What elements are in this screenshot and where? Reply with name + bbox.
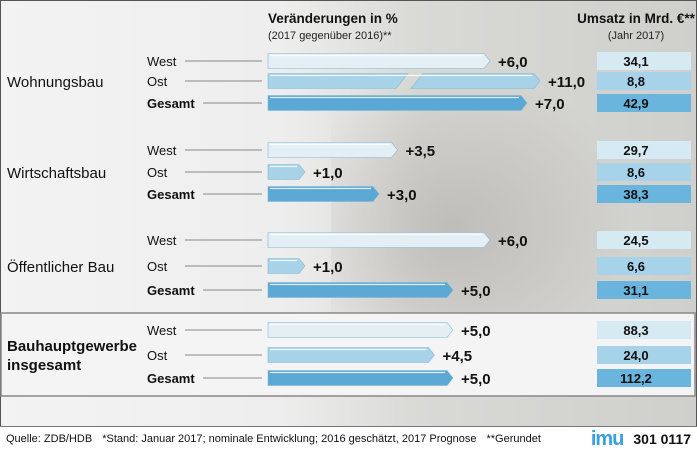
bar-ost-segment-1 bbox=[267, 73, 409, 89]
umsatz-value: 6,6 bbox=[627, 259, 645, 274]
bar-ost bbox=[267, 258, 306, 274]
series-label: Gesamt bbox=[147, 371, 195, 386]
value-column-subtitle: (Jahr 2017) bbox=[608, 30, 664, 42]
umsatz-cell bbox=[597, 257, 691, 275]
umsatz-value: 31,1 bbox=[623, 283, 648, 298]
footnote-rounded: **Gerundet bbox=[486, 432, 541, 445]
bar-ost-segment-2 bbox=[410, 73, 541, 89]
bar-west bbox=[267, 322, 454, 338]
change-label: +5,0 bbox=[461, 371, 491, 388]
series-label: Gesamt bbox=[147, 96, 195, 111]
umsatz-cell bbox=[597, 185, 691, 203]
umsatz-value: 29,7 bbox=[623, 143, 648, 158]
change-label: +3,5 bbox=[406, 143, 436, 160]
umsatz-cell bbox=[597, 231, 691, 249]
chart-subtitle: (2017 gegenüber 2016)** bbox=[268, 30, 392, 42]
imu-logo: imu bbox=[590, 427, 625, 450]
bar-west bbox=[267, 232, 491, 248]
umsatz-cell bbox=[597, 369, 691, 387]
change-label: +11,0 bbox=[548, 74, 585, 91]
umsatz-value: 34,1 bbox=[623, 54, 648, 69]
umsatz-cell bbox=[597, 72, 691, 90]
series-label: Ost bbox=[147, 348, 168, 363]
umsatz-cell bbox=[597, 94, 691, 112]
umsatz-cell bbox=[597, 281, 691, 299]
value-column-title: Umsatz in Mrd. €** bbox=[577, 11, 696, 26]
bar-gesamt bbox=[267, 370, 454, 386]
bar-gesamt bbox=[267, 282, 454, 298]
group-label: Wohnungsbau bbox=[7, 74, 103, 91]
change-label: +6,0 bbox=[498, 233, 528, 250]
change-label: +7,0 bbox=[535, 96, 565, 113]
source-text: Quelle: ZDB/HDB bbox=[6, 432, 93, 445]
bar-west bbox=[267, 53, 491, 69]
group-label-line: Bauhauptgewerbe bbox=[7, 338, 137, 355]
change-label: +1,0 bbox=[313, 165, 343, 182]
footer: Quelle: ZDB/HDB *Stand: Januar 2017; nom… bbox=[0, 426, 697, 450]
umsatz-value: 8,6 bbox=[627, 165, 645, 180]
series-label: Ost bbox=[147, 74, 168, 89]
umsatz-cell bbox=[597, 346, 691, 364]
chart-title: Veränderungen in % bbox=[268, 11, 398, 26]
change-label: +5,0 bbox=[461, 283, 491, 300]
series-label: West bbox=[147, 323, 177, 338]
umsatz-value: 38,3 bbox=[623, 187, 648, 202]
umsatz-value: 24,0 bbox=[623, 348, 648, 363]
change-label: +6,0 bbox=[498, 54, 528, 71]
graphic-code: 301 0117 bbox=[633, 430, 691, 447]
umsatz-cell bbox=[597, 141, 691, 159]
change-label: +3,0 bbox=[387, 187, 417, 204]
umsatz-value: 8,8 bbox=[627, 74, 645, 89]
change-label: +1,0 bbox=[313, 259, 343, 276]
umsatz-cell bbox=[597, 52, 691, 70]
change-label: +5,0 bbox=[461, 323, 491, 340]
umsatz-value: 88,3 bbox=[623, 323, 648, 338]
umsatz-value: 112,2 bbox=[620, 371, 652, 386]
bar-ost bbox=[267, 164, 306, 180]
series-label: West bbox=[147, 143, 177, 158]
bar-west bbox=[267, 142, 398, 158]
series-label: Gesamt bbox=[147, 187, 195, 202]
series-label: Gesamt bbox=[147, 283, 195, 298]
bar-gesamt bbox=[267, 95, 528, 111]
series-label: Ost bbox=[147, 165, 168, 180]
series-label: West bbox=[147, 233, 177, 248]
umsatz-cell bbox=[597, 163, 691, 181]
series-label: West bbox=[147, 54, 177, 69]
footnote: *Stand: Januar 2017; nominale Entwicklun… bbox=[102, 432, 477, 445]
series-label: Ost bbox=[147, 259, 168, 274]
group-label-line: insgesamt bbox=[7, 357, 81, 374]
bar-gesamt bbox=[267, 186, 380, 202]
umsatz-cell bbox=[597, 321, 691, 339]
group-label: Wirtschaftsbau bbox=[7, 165, 106, 182]
bar-ost bbox=[267, 347, 435, 363]
change-label: +4,5 bbox=[443, 348, 473, 365]
umsatz-value: 42,9 bbox=[623, 96, 648, 111]
chart: Veränderungen in % (2017 gegenüber 2016)… bbox=[0, 11, 696, 397]
umsatz-value: 24,5 bbox=[623, 233, 648, 248]
group-label: Öffentlicher Bau bbox=[7, 258, 114, 276]
